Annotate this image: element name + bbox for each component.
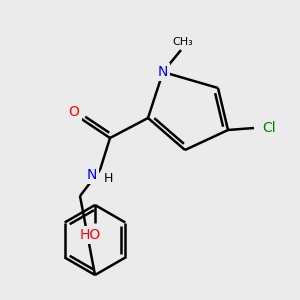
Text: CH₃: CH₃ — [172, 37, 194, 47]
Text: N: N — [87, 168, 97, 182]
Text: HO: HO — [80, 228, 100, 242]
Text: O: O — [69, 105, 80, 119]
Text: N: N — [158, 65, 168, 79]
Text: H: H — [103, 172, 113, 184]
Text: Cl: Cl — [262, 121, 276, 135]
